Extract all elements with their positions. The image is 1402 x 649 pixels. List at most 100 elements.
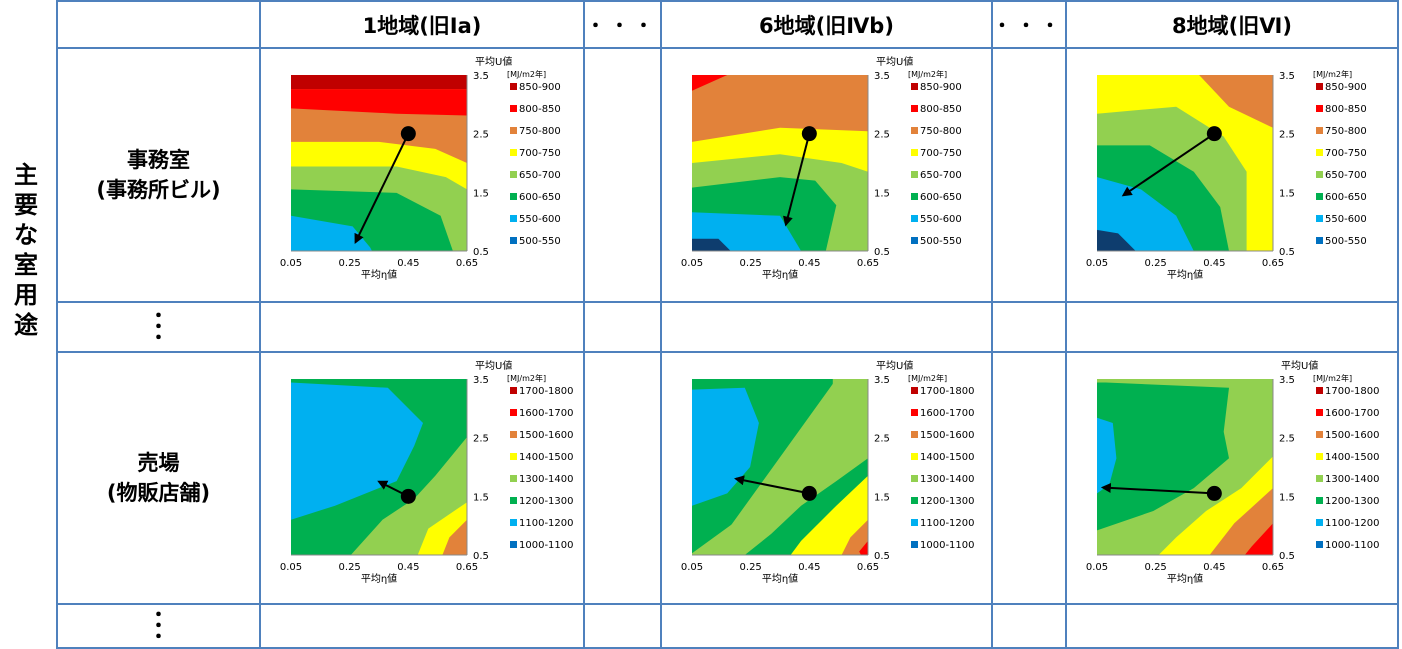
chart-cell: 0.05 0.25 0.45 0.65 3.5 2.5 1.5 0.5 平均η値 平均U値 [MJ/… bbox=[259, 351, 585, 605]
contour-region bbox=[1244, 523, 1273, 555]
y-tick-label: 0.5 bbox=[874, 551, 890, 562]
legend-swatch bbox=[510, 127, 517, 134]
legend-label: 1200-1300 bbox=[920, 496, 975, 507]
legend-label: 600-650 bbox=[1325, 192, 1367, 203]
y-tick-label: 3.5 bbox=[874, 71, 890, 82]
legend-swatch bbox=[1316, 83, 1323, 90]
x-axis-label: 平均η値 bbox=[762, 268, 798, 281]
side-label-char: 室 bbox=[14, 251, 38, 279]
legend-label: 1400-1500 bbox=[920, 452, 975, 463]
contour-region bbox=[790, 475, 868, 555]
empty-cell bbox=[259, 301, 585, 353]
x-tick-label: 0.05 bbox=[681, 562, 703, 573]
chart-cell: 0.05 0.25 0.45 0.65 3.5 2.5 1.5 0.5 平均η値 平均U値 [MJ/… bbox=[660, 351, 993, 605]
contour-region bbox=[1209, 488, 1273, 555]
legend-swatch bbox=[911, 497, 918, 504]
y-tick-label: 1.5 bbox=[1279, 492, 1295, 503]
legend-label: 650-700 bbox=[1325, 170, 1367, 181]
empty-cell bbox=[991, 603, 1067, 649]
legend-label: 1400-1500 bbox=[1325, 452, 1380, 463]
legend-swatch bbox=[911, 541, 918, 548]
contour-region bbox=[692, 387, 759, 506]
legend-swatch bbox=[1316, 127, 1323, 134]
legend-swatch bbox=[510, 497, 517, 504]
legend-label: 850-900 bbox=[920, 82, 962, 93]
legend-label: 1600-1700 bbox=[920, 408, 975, 419]
chart-cell: 0.05 0.25 0.45 0.65 3.5 2.5 1.5 0.5 平均η値 平均U値 [MJ/… bbox=[1065, 351, 1399, 605]
y-tick-label: 3.5 bbox=[473, 375, 489, 386]
legend-label: 550-600 bbox=[920, 214, 962, 225]
legend-label: 650-700 bbox=[920, 170, 962, 181]
legend-swatch bbox=[1316, 237, 1323, 244]
current-point-marker bbox=[801, 126, 817, 142]
legend-label: 850-900 bbox=[519, 82, 561, 93]
y-axis-label: 平均U値 bbox=[475, 55, 512, 68]
shop-row-label: 売場 (物販店舗) bbox=[56, 351, 261, 605]
vdot: ・ bbox=[149, 305, 168, 327]
contour-regions bbox=[291, 379, 467, 555]
legend-label: 1200-1300 bbox=[1325, 496, 1380, 507]
ellipsis-header: ・・・ bbox=[583, 0, 662, 49]
y-tick-label: 1.5 bbox=[874, 492, 890, 503]
empty-cell bbox=[1065, 603, 1399, 649]
legend-swatch bbox=[911, 519, 918, 526]
legend-swatch bbox=[1316, 431, 1323, 438]
legend-label: 1000-1100 bbox=[920, 540, 975, 551]
legend-label: 1700-1800 bbox=[920, 386, 975, 397]
y-axis-label: 平均U値 bbox=[876, 359, 913, 372]
legend-swatch bbox=[911, 431, 918, 438]
empty-cell bbox=[583, 351, 662, 605]
legend-swatch bbox=[911, 387, 918, 394]
x-tick-label: 0.05 bbox=[1086, 562, 1108, 573]
legend-swatch bbox=[1316, 215, 1323, 222]
legend-swatch bbox=[510, 387, 517, 394]
y-axis-label: 平均U値 bbox=[475, 359, 512, 372]
legend-label: 750-800 bbox=[519, 126, 561, 137]
legend-swatch bbox=[1316, 453, 1323, 460]
x-axis-label: 平均η値 bbox=[1167, 572, 1203, 585]
vertical-ellipsis: ・ ・ ・ bbox=[56, 301, 261, 353]
ellipsis-row: ・ ・ ・ bbox=[56, 603, 1399, 649]
empty-cell bbox=[991, 301, 1067, 353]
legend-label: 1600-1700 bbox=[519, 408, 574, 419]
y-tick-label: 2.5 bbox=[473, 130, 489, 141]
legend-label: 1100-1200 bbox=[920, 518, 975, 529]
empty-cell bbox=[991, 351, 1067, 605]
legend-swatch bbox=[911, 127, 918, 134]
unit-label: [MJ/m2年] bbox=[908, 373, 947, 383]
x-tick-label: 0.05 bbox=[1086, 258, 1108, 269]
unit-label: [MJ/m2年] bbox=[507, 69, 546, 79]
legend-label: 550-600 bbox=[1325, 214, 1367, 225]
current-point-marker bbox=[400, 126, 416, 142]
empty-cell bbox=[991, 47, 1067, 303]
legend-swatch bbox=[510, 431, 517, 438]
empty-cell bbox=[660, 301, 993, 353]
vdot: ・ bbox=[149, 327, 168, 349]
legend-label: 700-750 bbox=[519, 148, 561, 159]
legend-label: 1700-1800 bbox=[519, 386, 574, 397]
legend-label: 750-800 bbox=[1325, 126, 1367, 137]
contour-region bbox=[1097, 229, 1136, 251]
side-label-char: な bbox=[14, 221, 38, 249]
legend-swatch bbox=[510, 519, 517, 526]
y-tick-label: 0.5 bbox=[874, 247, 890, 258]
legend-swatch bbox=[911, 149, 918, 156]
x-tick-label: 0.65 bbox=[857, 258, 879, 269]
contour-region bbox=[692, 75, 728, 91]
unit-label: [MJ/m2年] bbox=[1313, 69, 1352, 79]
legend-label: 1400-1500 bbox=[519, 452, 574, 463]
office-label-line2: (事務所ビル) bbox=[96, 178, 221, 202]
legend-swatch bbox=[911, 215, 918, 222]
x-tick-label: 0.25 bbox=[339, 562, 361, 573]
legend-label: 1300-1400 bbox=[1325, 474, 1380, 485]
legend-label: 850-900 bbox=[1325, 82, 1367, 93]
x-tick-label: 0.45 bbox=[798, 258, 820, 269]
vdot: ・ bbox=[149, 604, 168, 626]
contour-regions bbox=[291, 75, 467, 251]
trend-arrow bbox=[354, 133, 410, 244]
shop-label-line1: 売場 bbox=[137, 451, 180, 475]
side-label-char: 途 bbox=[14, 311, 38, 339]
legend-swatch bbox=[510, 237, 517, 244]
y-tick-label: 0.5 bbox=[473, 247, 489, 258]
x-tick-label: 0.65 bbox=[1262, 562, 1284, 573]
